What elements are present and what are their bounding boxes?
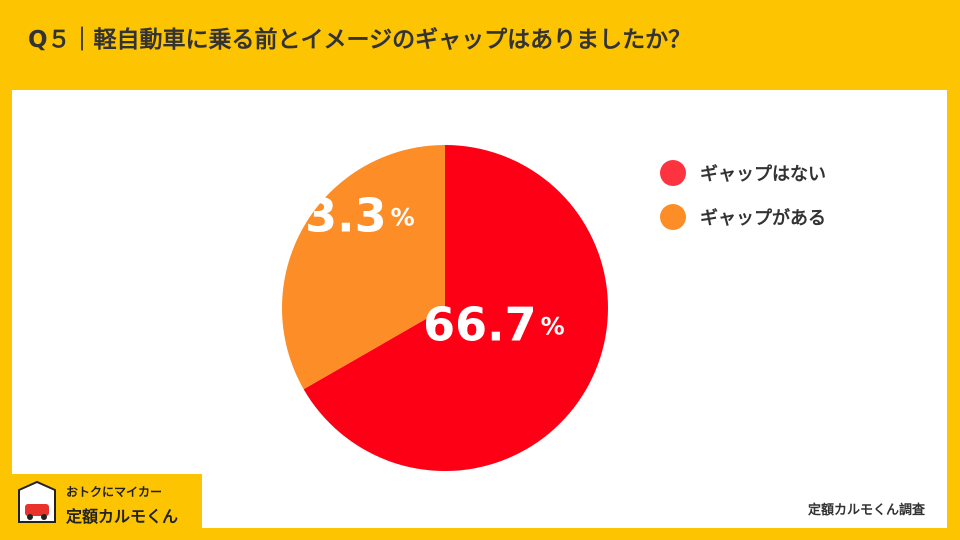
legend-item-no-gap: ギャップはない	[660, 160, 826, 186]
slice-value-label: 33.3%	[273, 188, 415, 242]
logo-tagline: おトクにマイカー	[66, 485, 163, 499]
pie-chart: 66.7 % 33.3%	[273, 145, 608, 471]
legend-label: ギャップはない	[700, 164, 826, 185]
legend-item-gap: ギャップがある	[660, 204, 826, 230]
car-house-icon	[18, 480, 56, 523]
brand-logo: おトクにマイカー 定額カルモくん	[10, 474, 202, 530]
chart-panel: 66.7% 33.3% ギャップはない ギャップがある 定額カルモくん調査	[12, 90, 947, 528]
legend-label: ギャップがある	[700, 208, 826, 229]
logo-wordmark: 定額カルモくん	[66, 507, 179, 526]
slice-value-label: 66.7%	[423, 297, 565, 351]
pie-slice	[303, 145, 608, 471]
source-note: 定額カルモくん調査	[807, 503, 925, 518]
legend-swatch-gap	[660, 204, 686, 230]
page-title: Q５｜軽自動車に乗る前とイメージのギャップはありましたか？	[28, 27, 692, 53]
legend: ギャップはない ギャップがある	[660, 160, 826, 248]
legend-swatch-no-gap	[660, 160, 686, 186]
pie-slice	[282, 145, 445, 390]
